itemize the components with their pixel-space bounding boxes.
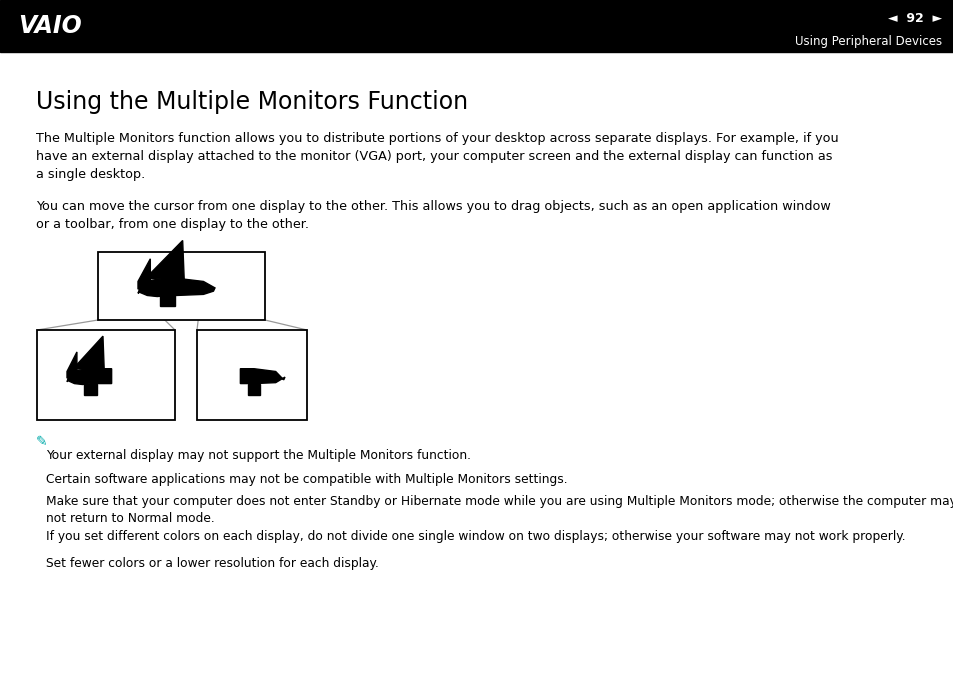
- Polygon shape: [248, 384, 260, 395]
- Polygon shape: [67, 352, 77, 378]
- Polygon shape: [138, 259, 151, 289]
- Text: Using Peripheral Devices: Using Peripheral Devices: [794, 36, 941, 49]
- Text: Set fewer colors or a lower resolution for each display.: Set fewer colors or a lower resolution f…: [46, 557, 378, 570]
- Text: VAIO: VAIO: [18, 14, 82, 38]
- Text: ◄  92  ►: ◄ 92 ►: [887, 11, 941, 24]
- Polygon shape: [159, 295, 174, 306]
- Bar: [98, 252, 265, 320]
- Text: Your external display may not support the Multiple Monitors function.: Your external display may not support th…: [46, 449, 471, 462]
- Text: The Multiple Monitors function allows you to distribute portions of your desktop: The Multiple Monitors function allows yo…: [36, 132, 838, 181]
- Bar: [196, 330, 307, 420]
- Text: Certain software applications may not be compatible with Multiple Monitors setti: Certain software applications may not be…: [46, 473, 567, 486]
- Text: If you set different colors on each display, do not divide one single window on : If you set different colors on each disp…: [46, 530, 904, 543]
- Polygon shape: [138, 278, 214, 297]
- Bar: [37, 330, 174, 420]
- Text: You can move the cursor from one display to the other. This allows you to drag o: You can move the cursor from one display…: [36, 200, 830, 231]
- Polygon shape: [67, 369, 112, 384]
- Bar: [0, 0, 953, 52]
- Text: Make sure that your computer does not enter Standby or Hibernate mode while you : Make sure that your computer does not en…: [46, 495, 953, 526]
- Polygon shape: [73, 336, 104, 369]
- Text: Using the Multiple Monitors Function: Using the Multiple Monitors Function: [36, 90, 468, 114]
- Polygon shape: [240, 369, 285, 384]
- Polygon shape: [84, 384, 96, 395]
- Polygon shape: [146, 241, 184, 279]
- Text: ✎: ✎: [36, 435, 48, 449]
